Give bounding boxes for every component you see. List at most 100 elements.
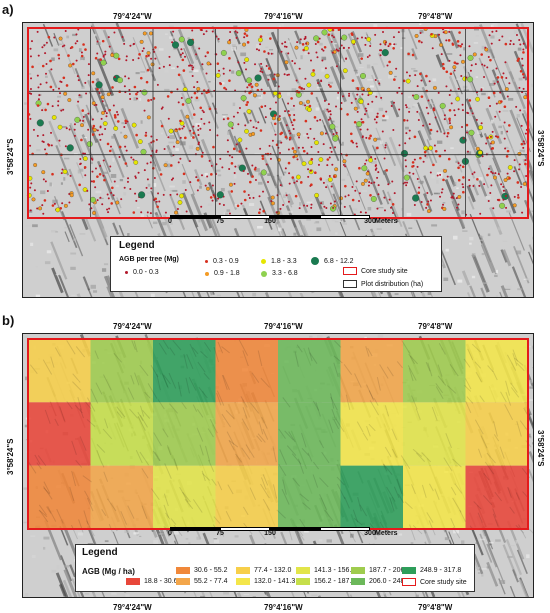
tree-point bbox=[154, 46, 157, 49]
tree-point bbox=[323, 45, 327, 49]
tree-point bbox=[252, 126, 255, 129]
tree-point bbox=[46, 189, 49, 192]
tree-point bbox=[443, 168, 447, 173]
tree-point bbox=[182, 172, 186, 176]
tree-point bbox=[313, 137, 316, 140]
tree-point bbox=[250, 82, 253, 85]
tree-point bbox=[489, 105, 492, 108]
tree-point bbox=[175, 140, 180, 145]
tree-point bbox=[364, 37, 367, 40]
tree-point bbox=[292, 149, 297, 154]
tree-point bbox=[364, 211, 367, 214]
tree-point bbox=[337, 91, 340, 94]
agb-plot-cell bbox=[465, 465, 528, 529]
tree-point bbox=[520, 186, 523, 189]
legend-class-5: 141.3 - 156.2 bbox=[296, 567, 355, 574]
tree-point bbox=[310, 203, 313, 206]
tree-point bbox=[87, 128, 90, 131]
tree-point bbox=[337, 28, 341, 32]
tree-point bbox=[295, 180, 298, 183]
tree-point bbox=[91, 80, 95, 84]
tree-point bbox=[373, 118, 376, 121]
agb-plot-cell bbox=[215, 402, 278, 466]
tree-point bbox=[314, 171, 317, 174]
core-site-swatch-icon bbox=[402, 578, 416, 586]
tree-point bbox=[516, 181, 520, 184]
tree-point bbox=[462, 176, 465, 179]
tree-point bbox=[377, 171, 380, 174]
tree-point bbox=[215, 35, 218, 38]
tree-point bbox=[156, 83, 159, 86]
tree-point bbox=[200, 155, 204, 158]
tree-point bbox=[45, 63, 48, 66]
tree-point bbox=[368, 54, 371, 57]
tree-point bbox=[74, 42, 77, 45]
tree-point bbox=[522, 181, 527, 186]
tree-point bbox=[288, 182, 291, 185]
tree-point bbox=[58, 36, 63, 41]
tree-point bbox=[208, 121, 211, 124]
tree-point bbox=[91, 101, 96, 106]
tree-point bbox=[264, 116, 267, 119]
tree-point bbox=[525, 174, 528, 177]
tree-point bbox=[307, 168, 310, 171]
tree-point bbox=[57, 104, 60, 107]
tree-point bbox=[73, 123, 76, 126]
tree-point bbox=[140, 211, 143, 214]
tree-point bbox=[346, 113, 349, 116]
tree-point bbox=[422, 124, 425, 127]
tree-point bbox=[275, 211, 278, 214]
tree-point bbox=[216, 134, 219, 137]
tree-point bbox=[345, 153, 348, 157]
tree-point bbox=[201, 109, 204, 112]
tree-point bbox=[523, 142, 526, 145]
tree-point bbox=[226, 117, 230, 120]
tree-point bbox=[468, 129, 475, 136]
tree-point bbox=[57, 124, 63, 130]
tree-point bbox=[118, 155, 121, 158]
tree-point bbox=[518, 38, 521, 41]
tree-point bbox=[518, 163, 521, 166]
tree-point bbox=[167, 136, 170, 139]
tree-point bbox=[501, 35, 504, 38]
tree-point bbox=[512, 203, 517, 208]
tree-point bbox=[90, 180, 93, 183]
tree-point bbox=[374, 168, 377, 171]
tree-point bbox=[245, 68, 248, 71]
tree-point bbox=[416, 110, 419, 113]
legend-swatch-icon bbox=[236, 567, 250, 574]
tree-point bbox=[248, 197, 251, 200]
tree-point bbox=[99, 164, 102, 167]
tree-point bbox=[425, 74, 428, 78]
tree-point bbox=[461, 125, 464, 128]
tree-point bbox=[459, 44, 462, 48]
agb-plot-cell bbox=[28, 339, 91, 403]
tree-point bbox=[405, 71, 408, 74]
tree-point bbox=[41, 170, 46, 175]
tree-point bbox=[506, 149, 510, 153]
tree-point bbox=[94, 186, 97, 189]
agb-plot-cell bbox=[153, 339, 216, 403]
tree-point bbox=[212, 145, 215, 149]
tree-point bbox=[375, 121, 378, 124]
tree-point bbox=[467, 54, 474, 61]
tree-point bbox=[211, 30, 214, 33]
tree-point bbox=[502, 72, 505, 75]
tree-point bbox=[102, 174, 105, 177]
tree-point bbox=[386, 64, 389, 67]
tree-point bbox=[62, 169, 68, 175]
tree-point bbox=[490, 184, 493, 187]
tree-point bbox=[235, 36, 238, 39]
tree-point bbox=[75, 33, 78, 36]
tree-point bbox=[307, 107, 312, 112]
tree-point bbox=[459, 136, 467, 144]
tree-point bbox=[269, 157, 272, 160]
tree-point bbox=[39, 83, 42, 86]
tree-point bbox=[362, 89, 365, 92]
tree-point bbox=[296, 41, 299, 44]
tree-point bbox=[323, 205, 326, 208]
tree-point bbox=[375, 167, 378, 170]
tree-point bbox=[342, 46, 345, 49]
tree-point bbox=[521, 64, 524, 67]
tree-point bbox=[137, 57, 140, 60]
